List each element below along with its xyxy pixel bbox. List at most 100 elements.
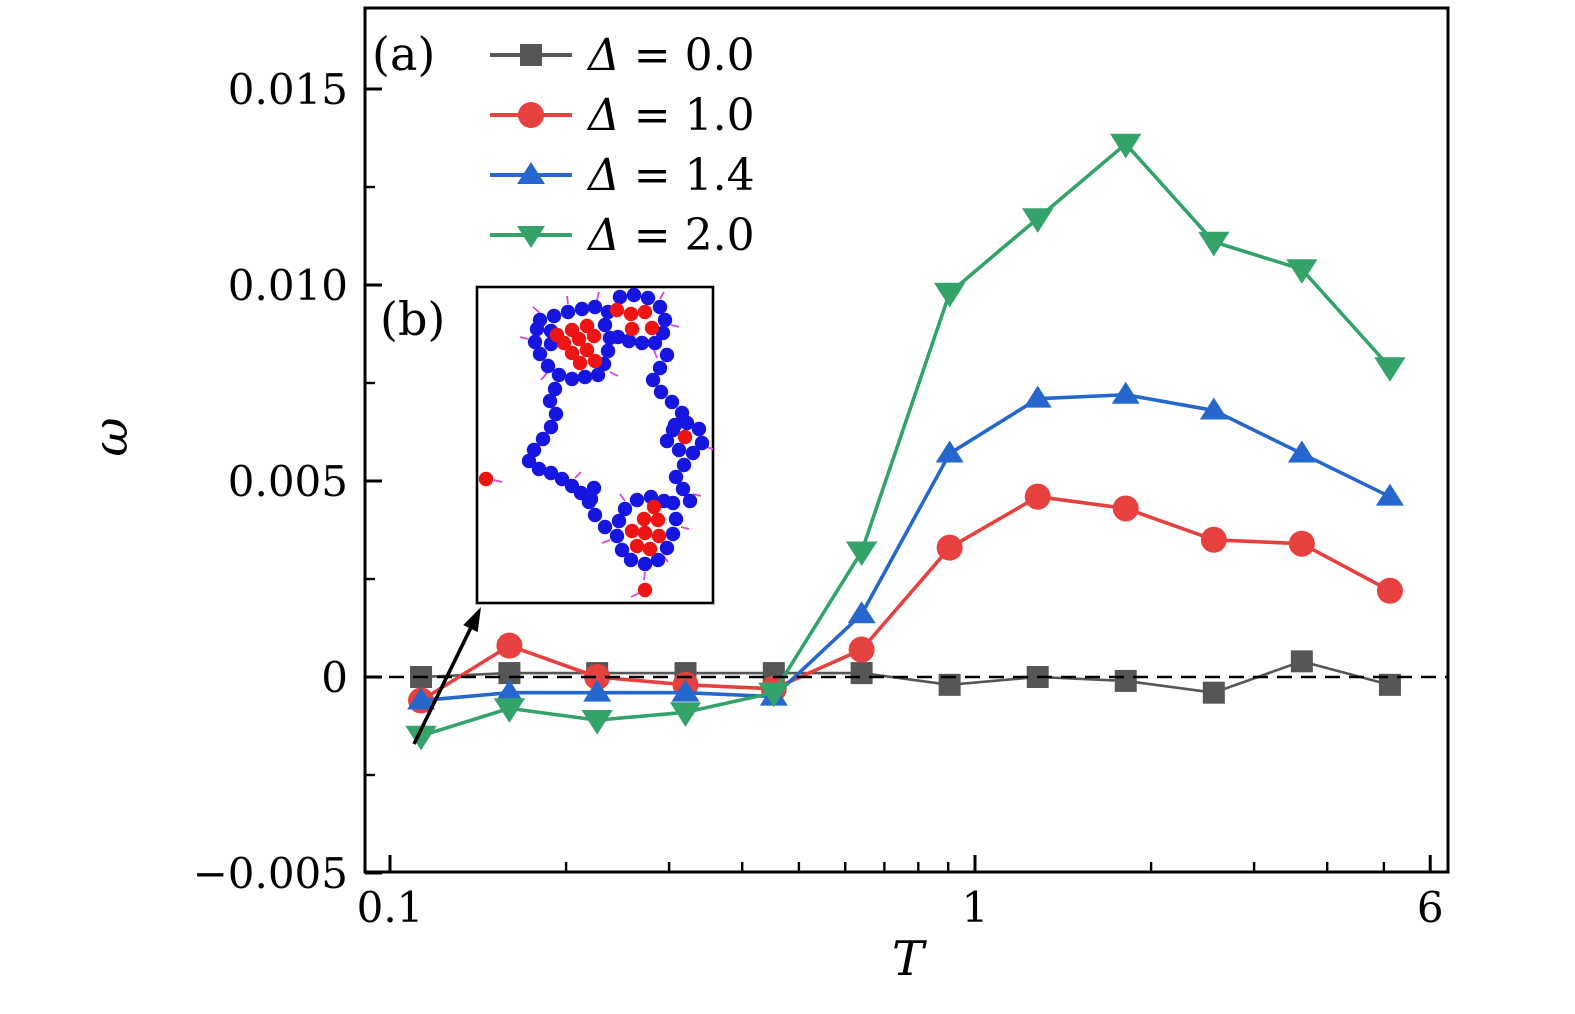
legend-label: Δ = 1.4	[586, 150, 755, 201]
marker-square	[1290, 650, 1313, 673]
marker-triangle-down	[1022, 208, 1054, 233]
marker-triangle-up	[847, 601, 876, 624]
blue-particle	[527, 334, 543, 350]
blue-particle	[668, 511, 684, 527]
annotation-arrow	[412, 607, 481, 745]
marker-square	[850, 662, 873, 685]
red-particle	[637, 304, 653, 320]
red-particle	[677, 429, 693, 445]
marker-triangle-up	[407, 687, 436, 710]
blue-particle	[645, 372, 661, 388]
series-line	[420, 494, 1391, 703]
blue-particle	[532, 346, 548, 362]
inset-panel	[475, 285, 715, 605]
orientation-tick	[574, 471, 582, 479]
plot-frame	[363, 6, 1450, 874]
marker-triangle-down	[845, 541, 878, 567]
marker-triangle-down	[493, 698, 526, 723]
inset-particles	[478, 287, 713, 598]
marker-square	[520, 44, 542, 66]
orientation-tick	[643, 571, 646, 581]
series-line	[420, 142, 1392, 738]
blue-particle	[560, 304, 576, 320]
marker-triangle-up	[1111, 381, 1140, 404]
orientation-tick	[680, 526, 690, 530]
blue-particle	[610, 329, 626, 345]
orientation-tick	[540, 372, 548, 381]
x-tick-label: 0.1	[357, 883, 424, 932]
blue-particle	[521, 453, 537, 469]
marker-triangle-up	[1375, 483, 1404, 506]
legend-label: Δ = 1.0	[586, 90, 755, 141]
blue-particle	[679, 415, 695, 431]
blue-particle	[652, 360, 668, 376]
blue-particle	[659, 347, 675, 363]
marker-circle	[1288, 530, 1315, 557]
blue-particle	[665, 526, 681, 542]
red-particle	[624, 523, 640, 539]
marker-triangle-up	[1023, 385, 1052, 408]
marker-triangle-up	[935, 440, 964, 463]
arrow-head	[463, 607, 481, 633]
blue-particle	[551, 367, 567, 383]
blue-particle	[694, 435, 710, 451]
blue-particle	[612, 289, 628, 305]
red-particle	[571, 331, 587, 347]
marker-triangle-down	[669, 702, 702, 727]
red-particle	[644, 320, 660, 336]
x-axis-label: T	[892, 931, 927, 987]
blue-particle	[637, 556, 653, 572]
blue-particle	[586, 480, 602, 496]
red-particle	[579, 318, 595, 334]
orientation-tick	[653, 349, 658, 359]
marker-circle	[518, 102, 544, 128]
orientation-tick	[532, 306, 541, 314]
marker-square	[498, 662, 521, 685]
blue-particle	[657, 312, 673, 328]
legend-label: Δ = 0.0	[586, 30, 755, 81]
marker-triangle-up	[1199, 397, 1228, 420]
orientation-tick	[519, 336, 529, 340]
blue-particle	[609, 528, 625, 544]
marker-circle	[1024, 483, 1051, 510]
marker-triangle-up	[1287, 440, 1316, 463]
axis-tick-labels: 0.1 1 6 −0.005 0 0.005 0.010 0.015	[193, 65, 1444, 932]
panel-label-b: (b)	[380, 292, 445, 346]
marker-triangle-down	[1374, 357, 1406, 382]
blue-particle	[650, 552, 666, 568]
red-particle	[586, 328, 602, 344]
marker-square	[1202, 681, 1225, 704]
series-circle	[408, 483, 1403, 714]
orientation-tick	[493, 479, 503, 483]
orientation-tick	[609, 371, 619, 377]
marker-square	[1378, 673, 1401, 696]
blue-particle	[540, 358, 556, 374]
blue-particle	[531, 461, 547, 477]
blue-particle	[535, 431, 551, 447]
blue-particle	[685, 445, 701, 461]
blue-particle	[529, 321, 545, 337]
marker-circle	[1112, 495, 1139, 522]
red-particle	[478, 471, 494, 487]
red-particle	[651, 528, 667, 544]
series-line	[420, 392, 1391, 703]
blue-particle	[548, 406, 564, 422]
marker-circle	[1200, 526, 1227, 553]
blue-particle	[577, 369, 593, 385]
y-tick-label: 0.010	[228, 261, 348, 310]
red-particle	[650, 512, 666, 528]
blue-particle	[526, 442, 542, 458]
arrow-shaft	[412, 627, 473, 745]
legend-entry: Δ = 1.4	[490, 150, 755, 201]
blue-particle	[659, 433, 675, 449]
legend-entry: Δ = 0.0	[490, 30, 755, 81]
blue-particle	[574, 301, 590, 317]
blue-particle	[691, 421, 707, 437]
orientation-tick	[659, 291, 665, 300]
orientation-tick	[706, 446, 713, 451]
series-triangle-down	[405, 133, 1406, 751]
legend: Δ = 0.0 Δ = 1.0 Δ = 1.4 Δ = 2.0	[490, 30, 755, 261]
data-series	[405, 133, 1406, 751]
